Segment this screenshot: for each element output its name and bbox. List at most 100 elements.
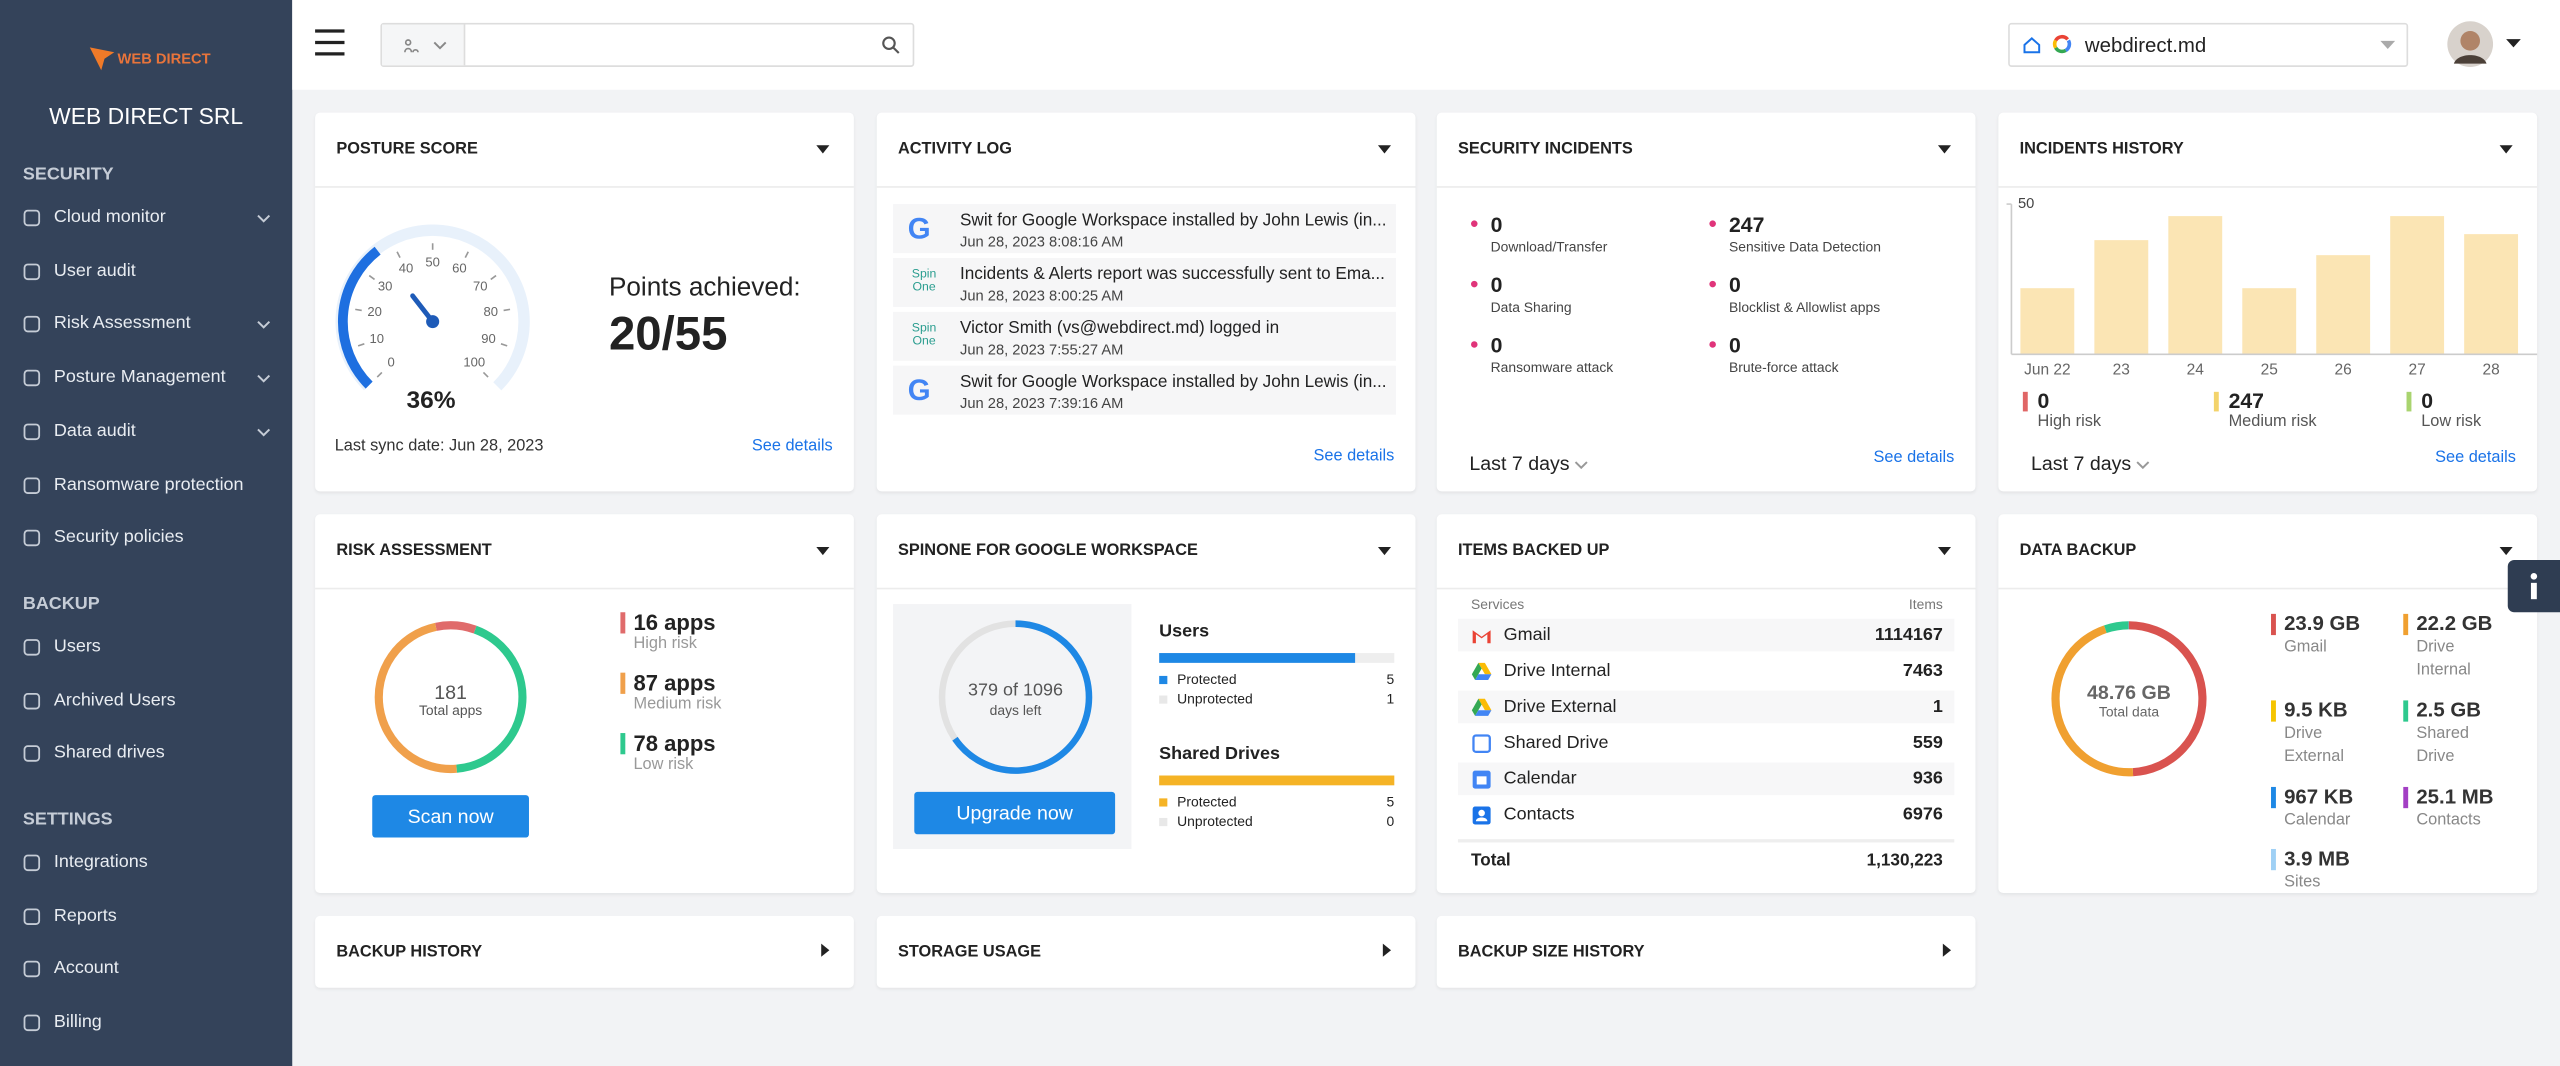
donut-segment [2128, 621, 2207, 777]
incident-value: 247 [1728, 212, 1765, 237]
chevron-shape [433, 41, 447, 50]
gauge-tick [396, 251, 401, 258]
nav-item[interactable]: Cloud monitor [0, 198, 292, 240]
nav-label: Posture Management [53, 367, 226, 388]
card-toggle[interactable] [816, 144, 830, 157]
bar [2464, 234, 2519, 355]
donut-segment [456, 625, 527, 773]
bar [2020, 288, 2075, 355]
legend-label: Protected [1177, 671, 1237, 688]
see-details-link[interactable]: See details [1873, 448, 1955, 467]
nav-item[interactable]: Account [0, 949, 292, 991]
see-details-link[interactable]: See details [1313, 447, 1395, 466]
gauge-tick-label: 50 [425, 254, 440, 269]
card-toggle[interactable] [820, 943, 833, 957]
group-bar-fill [1159, 775, 1395, 786]
log-icon: G [907, 373, 931, 407]
domain-select[interactable]: webdirect.md [2008, 22, 2409, 67]
nav-item[interactable]: Users [0, 627, 292, 669]
nav-item[interactable]: Billing [0, 1003, 292, 1045]
menu-button[interactable] [315, 29, 345, 56]
incident-bullet [1471, 341, 1478, 348]
card-toggle[interactable] [1377, 144, 1392, 157]
card-toggle-shape [816, 546, 830, 556]
nav-icon-shape [23, 638, 41, 656]
nav-item[interactable]: Shared drives [0, 734, 292, 776]
card-toggle[interactable] [1937, 144, 1952, 157]
card-toggle[interactable] [816, 545, 830, 558]
see-details-link[interactable]: See details [751, 437, 833, 456]
nav-item[interactable]: Data audit [0, 411, 292, 453]
x-tick-label: 23 [2113, 362, 2130, 379]
avatar-caret[interactable] [2506, 39, 2521, 48]
chevron[interactable] [2136, 460, 2151, 470]
nav-item[interactable]: User audit [0, 251, 292, 293]
nav-item[interactable]: Posture Management [0, 358, 292, 400]
chevron [257, 214, 271, 223]
nav-item[interactable]: Security policies [0, 518, 292, 560]
nav-item[interactable]: Ransomware protection [0, 464, 292, 506]
search-icon-handle [892, 46, 900, 54]
search-icon[interactable] [882, 36, 900, 54]
nav-item[interactable]: Archived Users [0, 680, 292, 722]
card-title: ACTIVITY LOG [897, 140, 1012, 159]
sidebar: WEB DIRECT WEB DIRECT SRL SECURITY Cloud mo… [0, 0, 293, 1066]
nav-label: Users [53, 636, 101, 657]
range-select[interactable]: Last 7 days [2031, 452, 2132, 476]
legend-label: Unprotected [1177, 813, 1253, 830]
section-title: SECURITY [22, 164, 114, 185]
avatar[interactable] [2447, 21, 2494, 67]
upgrade-button[interactable]: Upgrade now [914, 791, 1116, 835]
range-select[interactable]: Last 7 days [1469, 452, 1570, 476]
log-entry: G Swit for Google Workspace installed by … [893, 365, 1396, 415]
logo-shape [89, 47, 115, 71]
card-toggle-shape [1937, 546, 1952, 556]
risk-marker [2406, 391, 2411, 412]
service-icon [1472, 770, 1491, 789]
card: INCIDENTS HISTORY 50 Jun 22 23 24 25 26 27 28 0 Hi… [1998, 112, 2538, 492]
incident-bullet [1471, 280, 1478, 288]
search-scope[interactable] [382, 24, 466, 66]
log-icon: Spin One [911, 266, 937, 294]
scan-button[interactable]: Scan now [372, 795, 529, 838]
incident-label: Download/Transfer [1490, 238, 1608, 255]
nav-item[interactable]: Risk Assessment [0, 304, 292, 346]
chevron-shape [257, 321, 271, 330]
card-toggle[interactable] [1377, 545, 1392, 558]
chevron[interactable] [1574, 460, 1589, 470]
info-icon [2530, 573, 2538, 600]
see-details-link[interactable]: See details [2435, 448, 2516, 467]
gauge-hub [426, 315, 440, 329]
x-tick-label: 25 [2261, 362, 2278, 379]
gauge-tick-label: 80 [483, 304, 498, 319]
group-name: Users [1159, 622, 1210, 642]
nav-label: Integrations [53, 852, 148, 872]
domain-caret-shape [2380, 40, 2396, 49]
nav-item[interactable]: Integrations [0, 842, 292, 884]
bar [2316, 255, 2371, 355]
drive-icon-b [1471, 698, 1482, 716]
service-row: Calendar 936 [1457, 762, 1955, 796]
donut-segment [435, 621, 477, 634]
legend-marker [2403, 786, 2408, 809]
card-toggle[interactable] [2499, 545, 2513, 558]
gauge-tick-label: 20 [367, 304, 382, 319]
search-box[interactable] [380, 22, 915, 67]
card-title: DATA BACKUP [2019, 542, 2137, 560]
card-toggle[interactable] [2499, 144, 2513, 157]
incident-value: 0 [1728, 333, 1741, 358]
chevron[interactable] [433, 41, 448, 51]
column-header: Services [1471, 595, 1525, 613]
legend-value: 0 [1386, 813, 1395, 830]
card-toggle[interactable] [1381, 943, 1394, 957]
gauge-tick-label: 70 [473, 279, 488, 294]
nav-item[interactable]: Reports [0, 896, 292, 938]
service-row: Gmail 1114167 [1457, 618, 1955, 652]
nav-label: Shared drives [53, 743, 165, 763]
card-toggle[interactable] [1937, 545, 1952, 558]
donut-total-label: Total apps [418, 702, 483, 719]
info-button[interactable] [2507, 560, 2560, 613]
card-toggle[interactable] [1941, 943, 1954, 957]
nav-label: Security policies [53, 527, 184, 548]
incident-bullet [1709, 280, 1716, 288]
